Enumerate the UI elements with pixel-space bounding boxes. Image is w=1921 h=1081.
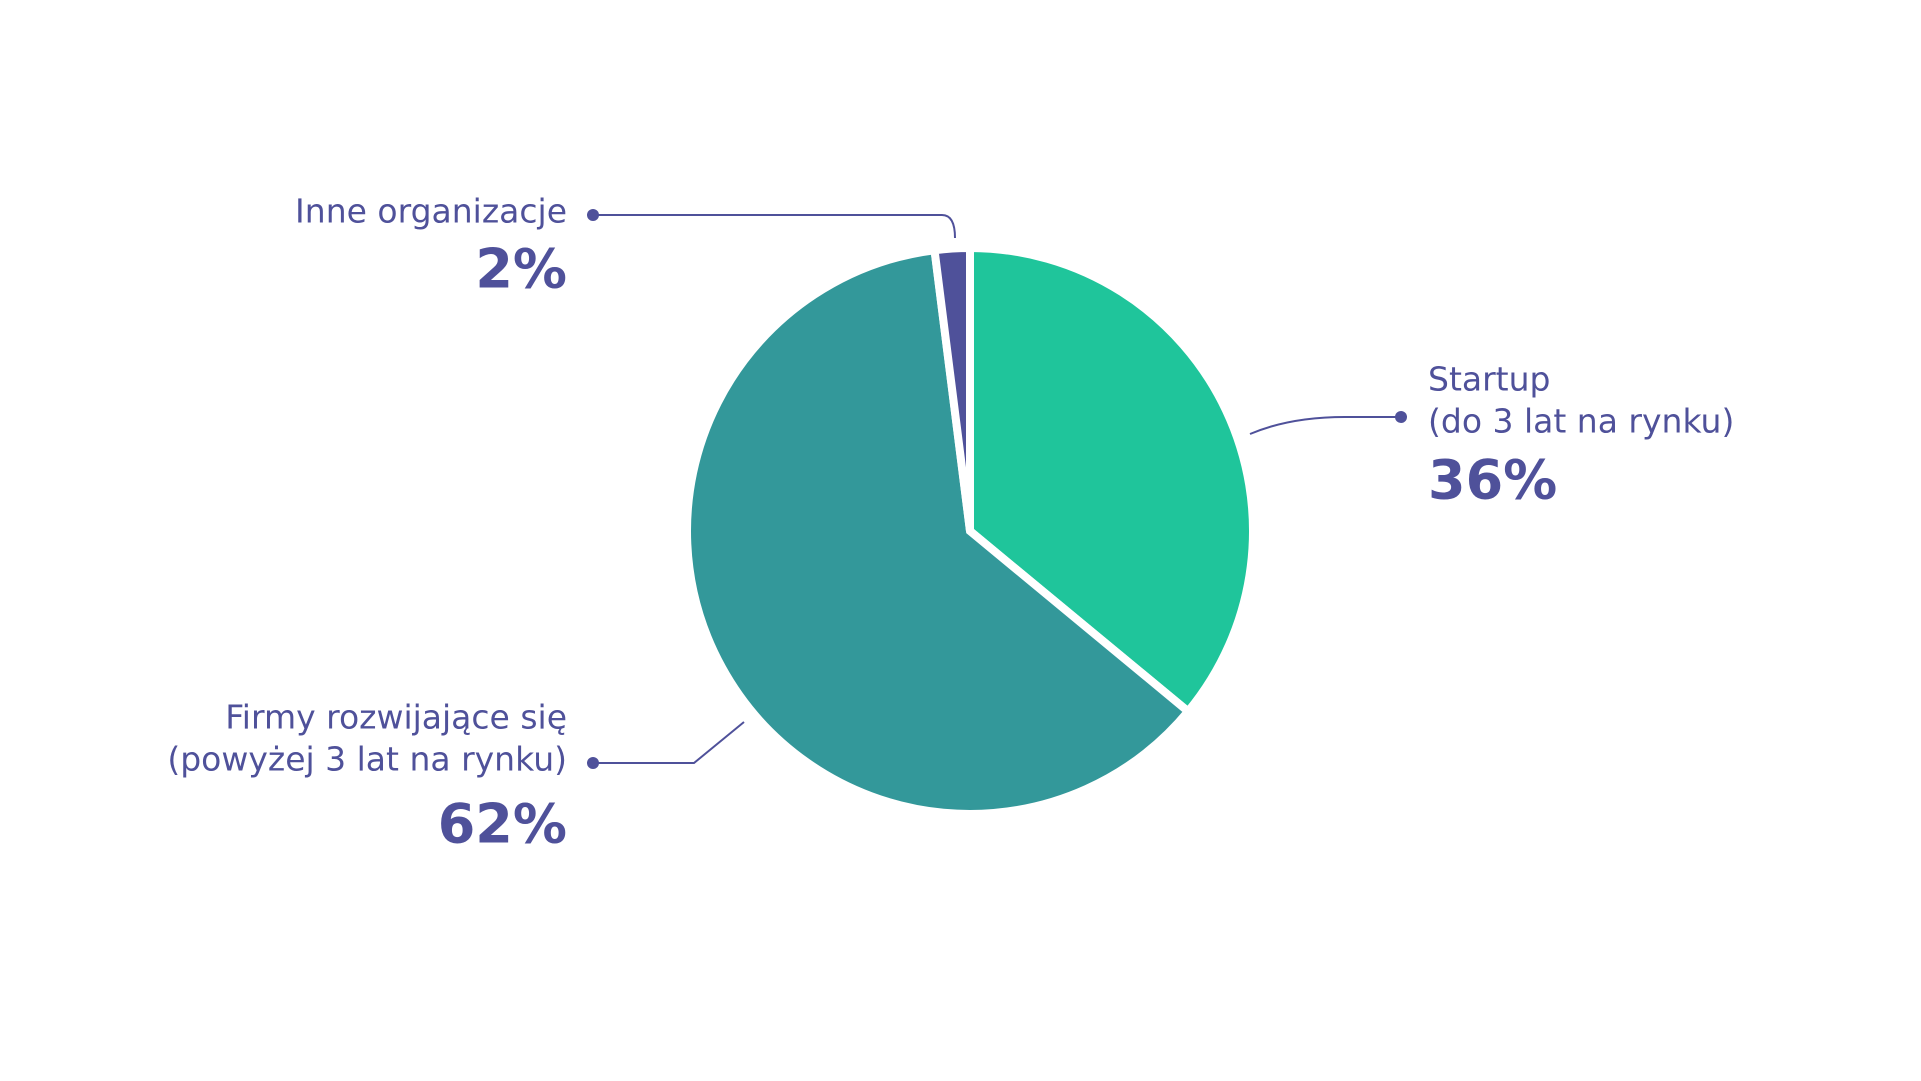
connectors xyxy=(587,209,1407,769)
slice-label: (powyżej 3 lat na rynku) xyxy=(167,740,567,779)
pie-slice xyxy=(966,243,1258,718)
slice-label: (do 3 lat na rynku) xyxy=(1428,402,1734,441)
connector-line xyxy=(593,721,745,764)
value-label: 2% xyxy=(475,238,567,301)
value-label: 36% xyxy=(1428,449,1557,512)
slice-label: Firmy rozwijające się xyxy=(225,698,567,737)
pie-slice xyxy=(930,243,974,532)
value-label: 62% xyxy=(438,793,567,856)
slice-label: Inne organizacje xyxy=(295,192,567,231)
connector-line xyxy=(593,214,956,239)
slice-label: Startup xyxy=(1428,360,1550,399)
connector-line xyxy=(1249,416,1401,435)
pie-slice xyxy=(683,245,1194,818)
